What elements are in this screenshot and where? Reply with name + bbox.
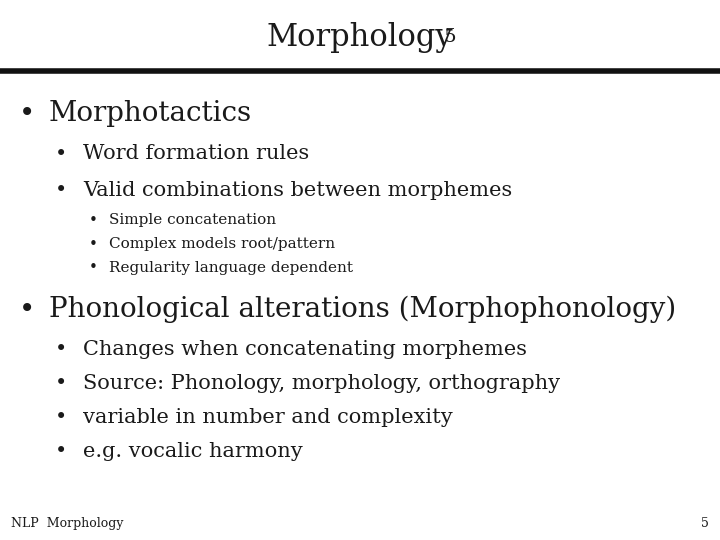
Text: •: • [19, 99, 35, 127]
Text: Phonological alterations (Morphophonology): Phonological alterations (Morphophonolog… [49, 295, 676, 322]
Text: variable in number and complexity: variable in number and complexity [83, 408, 453, 427]
Text: Morphology: Morphology [266, 22, 454, 53]
Text: Changes when concatenating morphemes: Changes when concatenating morphemes [83, 340, 527, 359]
Text: •: • [55, 144, 68, 164]
Text: •: • [89, 260, 98, 275]
Text: •: • [55, 407, 68, 428]
Text: 5: 5 [701, 517, 709, 530]
Text: Source: Phonology, morphology, orthography: Source: Phonology, morphology, orthograp… [83, 374, 560, 393]
Text: •: • [89, 213, 98, 228]
Text: Valid combinations between morphemes: Valid combinations between morphemes [83, 180, 512, 200]
Text: Word formation rules: Word formation rules [83, 144, 309, 164]
Text: •: • [55, 339, 68, 360]
Text: •: • [55, 373, 68, 394]
Text: 5: 5 [438, 28, 456, 46]
Text: Regularity language dependent: Regularity language dependent [109, 261, 354, 275]
Text: NLP  Morphology: NLP Morphology [11, 517, 123, 530]
Text: Morphotactics: Morphotactics [49, 100, 252, 127]
Text: •: • [55, 180, 68, 200]
Text: •: • [89, 237, 98, 252]
Text: e.g. vocalic harmony: e.g. vocalic harmony [83, 442, 302, 461]
Text: •: • [19, 295, 35, 323]
Text: Complex models root/pattern: Complex models root/pattern [109, 237, 336, 251]
Text: •: • [55, 441, 68, 462]
Text: Simple concatenation: Simple concatenation [109, 213, 276, 227]
